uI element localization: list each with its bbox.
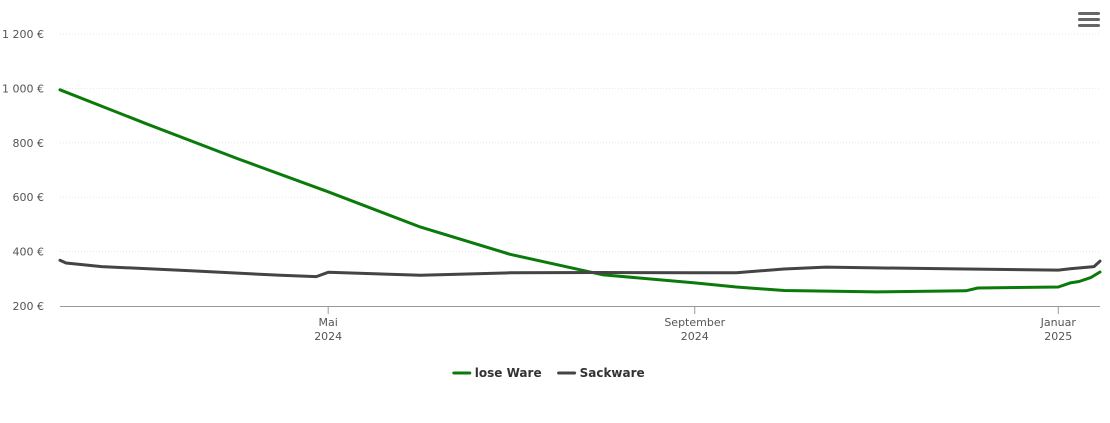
y-tick-label: 800 €	[13, 137, 45, 150]
series-lines	[58, 88, 1102, 294]
y-tick-label: 600 €	[13, 191, 45, 204]
series-line-0[interactable]	[58, 88, 1102, 294]
gridlines	[60, 33, 1100, 253]
x-tick-label-month: Januar	[1040, 316, 1077, 329]
legend-label-1[interactable]: Sackware	[580, 366, 645, 380]
x-tick-label-year: 2024	[681, 330, 709, 343]
y-tick-label: 200 €	[13, 300, 45, 313]
series-line-1[interactable]	[58, 258, 1102, 279]
x-tick-label-month: September	[664, 316, 725, 329]
x-tick-label-year: 2024	[314, 330, 342, 343]
menu-line-2	[1078, 18, 1100, 21]
x-tick-label-month: Mai	[319, 316, 338, 329]
menu-line-1	[1078, 12, 1100, 15]
hamburger-menu-icon[interactable]	[1078, 12, 1100, 32]
x-tick-label-year: 2025	[1044, 330, 1072, 343]
y-tick-label: 1 000 €	[2, 82, 44, 95]
legend-label-0[interactable]: lose Ware	[475, 366, 542, 380]
y-axis: 200 € 400 € 600 € 800 € 1 000 € 1 200 €	[2, 28, 44, 313]
menu-line-3	[1078, 24, 1100, 27]
legend: lose Ware Sackware	[452, 366, 645, 380]
y-tick-label: 400 €	[13, 246, 45, 259]
y-tick-label: 1 200 €	[2, 28, 44, 41]
